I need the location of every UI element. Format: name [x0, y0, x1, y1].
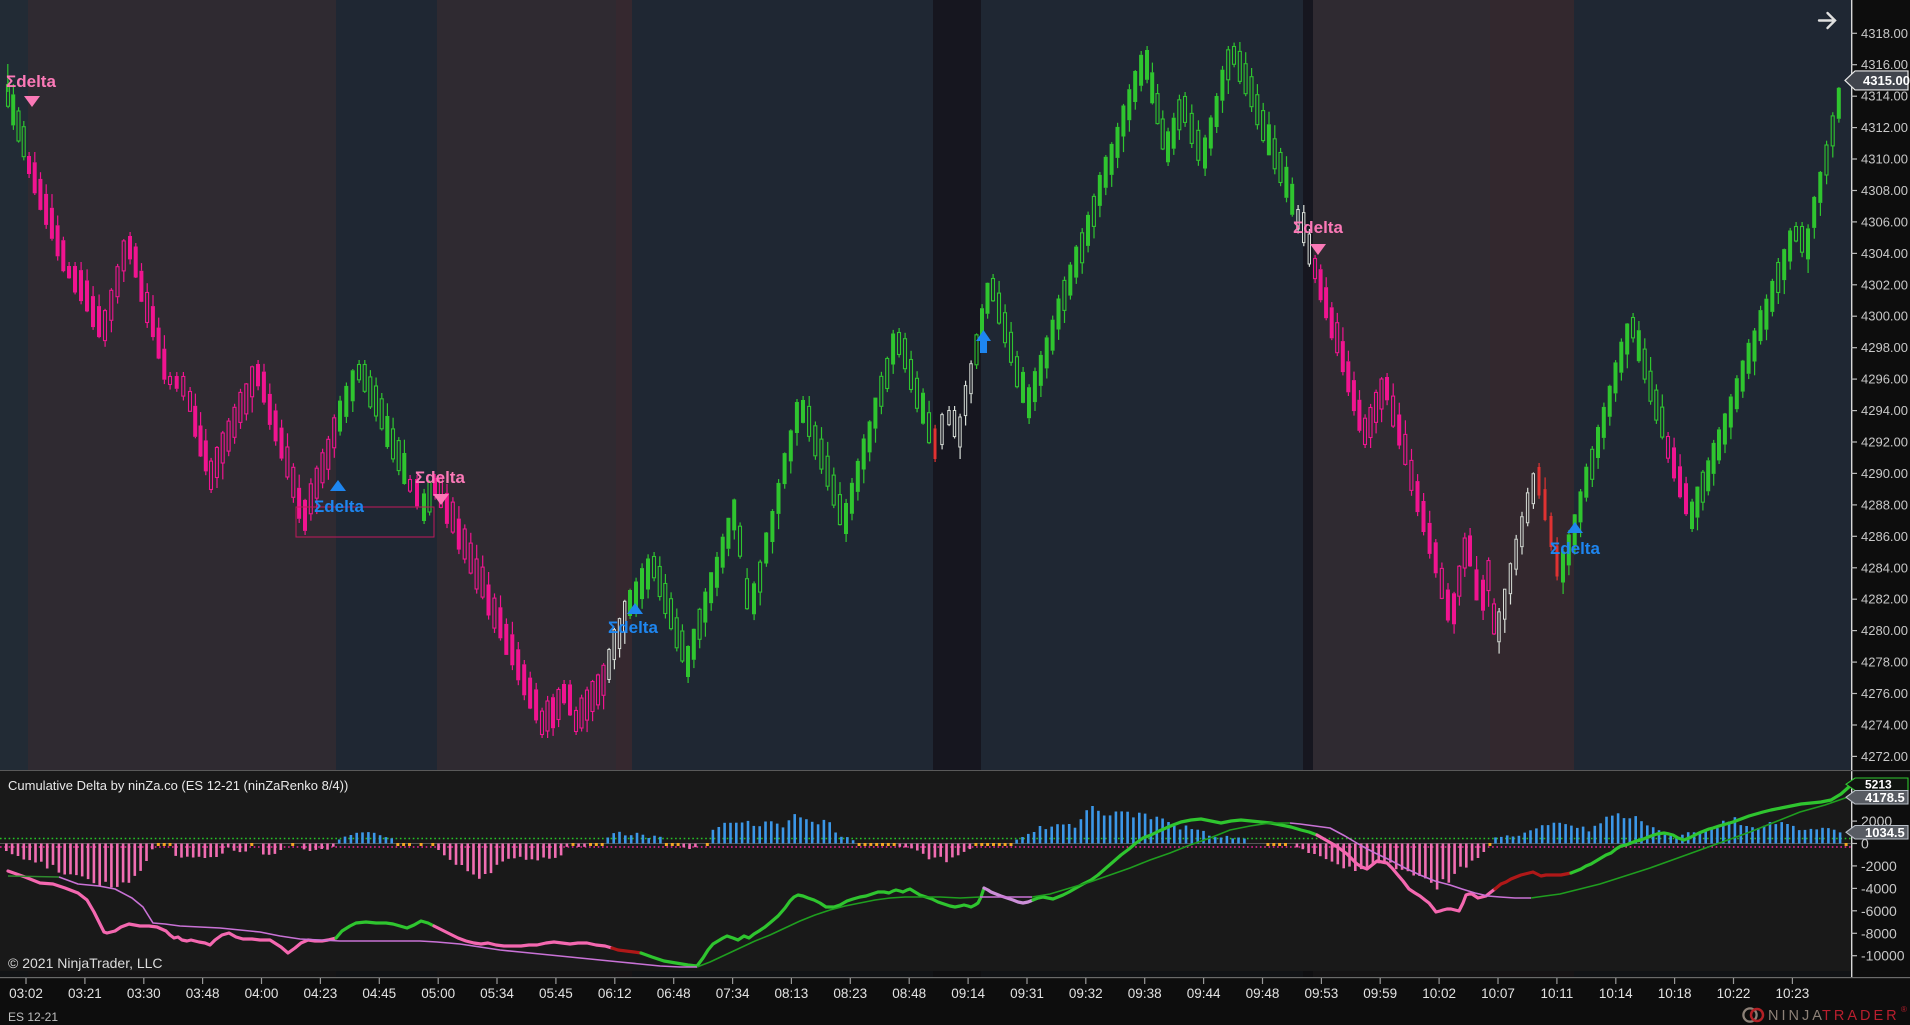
- svg-text:09:32: 09:32: [1069, 986, 1103, 1001]
- svg-text:4282.00: 4282.00: [1861, 592, 1908, 607]
- svg-text:10:18: 10:18: [1658, 986, 1692, 1001]
- svg-text:4315.00: 4315.00: [1863, 73, 1910, 88]
- svg-text:08:23: 08:23: [833, 986, 867, 1001]
- svg-text:Σdelta: Σdelta: [1550, 539, 1600, 558]
- svg-text:NINJA: NINJA: [1768, 1008, 1825, 1024]
- svg-text:4284.00: 4284.00: [1861, 560, 1908, 575]
- svg-text:10:22: 10:22: [1717, 986, 1751, 1001]
- svg-text:© 2021 NinjaTrader, LLC: © 2021 NinjaTrader, LLC: [8, 955, 163, 971]
- svg-text:10:23: 10:23: [1776, 986, 1810, 1001]
- svg-text:09:44: 09:44: [1187, 986, 1221, 1001]
- svg-text:TRADER: TRADER: [1822, 1008, 1900, 1024]
- svg-text:4316.00: 4316.00: [1861, 57, 1908, 72]
- svg-text:1034.5: 1034.5: [1865, 825, 1905, 840]
- svg-text:®: ®: [1901, 1005, 1907, 1014]
- svg-text:08:13: 08:13: [775, 986, 809, 1001]
- svg-text:10:14: 10:14: [1599, 986, 1633, 1001]
- svg-text:4318.00: 4318.00: [1861, 26, 1908, 41]
- svg-text:4276.00: 4276.00: [1861, 686, 1908, 701]
- svg-text:05:45: 05:45: [539, 986, 573, 1001]
- svg-text:-6000: -6000: [1861, 903, 1897, 919]
- svg-text:05:00: 05:00: [421, 986, 455, 1001]
- svg-text:09:14: 09:14: [951, 986, 985, 1001]
- svg-text:Σdelta: Σdelta: [1293, 218, 1343, 237]
- svg-text:06:12: 06:12: [598, 986, 632, 1001]
- svg-text:09:38: 09:38: [1128, 986, 1162, 1001]
- svg-text:4280.00: 4280.00: [1861, 623, 1908, 638]
- svg-text:09:48: 09:48: [1246, 986, 1280, 1001]
- svg-text:4294.00: 4294.00: [1861, 403, 1908, 418]
- svg-text:10:02: 10:02: [1422, 986, 1456, 1001]
- svg-text:4296.00: 4296.00: [1861, 372, 1908, 387]
- svg-text:06:48: 06:48: [657, 986, 691, 1001]
- svg-text:4272.00: 4272.00: [1861, 749, 1908, 764]
- svg-text:05:34: 05:34: [480, 986, 514, 1001]
- svg-text:03:21: 03:21: [68, 986, 102, 1001]
- svg-text:5213: 5213: [1865, 778, 1892, 792]
- svg-text:4300.00: 4300.00: [1861, 309, 1908, 324]
- svg-text:04:45: 04:45: [362, 986, 396, 1001]
- svg-text:4286.00: 4286.00: [1861, 529, 1908, 544]
- svg-text:09:59: 09:59: [1363, 986, 1397, 1001]
- svg-text:04:23: 04:23: [304, 986, 338, 1001]
- svg-text:ES 12-21: ES 12-21: [8, 1010, 58, 1024]
- svg-text:4178.5: 4178.5: [1865, 790, 1905, 805]
- svg-text:07:34: 07:34: [716, 986, 750, 1001]
- svg-text:4298.00: 4298.00: [1861, 340, 1908, 355]
- svg-text:Σdelta: Σdelta: [6, 72, 56, 91]
- svg-text:-8000: -8000: [1861, 925, 1897, 941]
- svg-text:4278.00: 4278.00: [1861, 655, 1908, 670]
- svg-text:4312.00: 4312.00: [1861, 120, 1908, 135]
- svg-text:08:48: 08:48: [892, 986, 926, 1001]
- svg-text:Σdelta: Σdelta: [608, 618, 658, 637]
- svg-text:09:53: 09:53: [1305, 986, 1339, 1001]
- svg-text:4274.00: 4274.00: [1861, 718, 1908, 733]
- svg-text:10:11: 10:11: [1541, 986, 1574, 1001]
- svg-text:03:02: 03:02: [9, 986, 43, 1001]
- svg-text:09:31: 09:31: [1010, 986, 1044, 1001]
- svg-text:4292.00: 4292.00: [1861, 435, 1908, 450]
- svg-text:-4000: -4000: [1861, 880, 1897, 896]
- svg-text:4288.00: 4288.00: [1861, 497, 1908, 512]
- svg-text:-10000: -10000: [1861, 948, 1905, 964]
- svg-text:03:30: 03:30: [127, 986, 161, 1001]
- svg-text:04:00: 04:00: [245, 986, 279, 1001]
- svg-text:Cumulative Delta by ninZa.co (: Cumulative Delta by ninZa.co (ES 12-21 (…: [8, 778, 348, 793]
- svg-text:4304.00: 4304.00: [1861, 246, 1908, 261]
- svg-text:4290.00: 4290.00: [1861, 466, 1908, 481]
- svg-text:4308.00: 4308.00: [1861, 183, 1908, 198]
- svg-text:4310.00: 4310.00: [1861, 152, 1908, 167]
- svg-text:0: 0: [1861, 836, 1869, 852]
- svg-text:10:07: 10:07: [1481, 986, 1515, 1001]
- svg-text:4306.00: 4306.00: [1861, 214, 1908, 229]
- svg-text:-2000: -2000: [1861, 858, 1897, 874]
- svg-text:03:48: 03:48: [186, 986, 220, 1001]
- svg-text:4314.00: 4314.00: [1861, 89, 1908, 104]
- svg-text:Σdelta: Σdelta: [314, 497, 364, 516]
- svg-text:Σdelta: Σdelta: [415, 468, 465, 487]
- svg-text:4302.00: 4302.00: [1861, 277, 1908, 292]
